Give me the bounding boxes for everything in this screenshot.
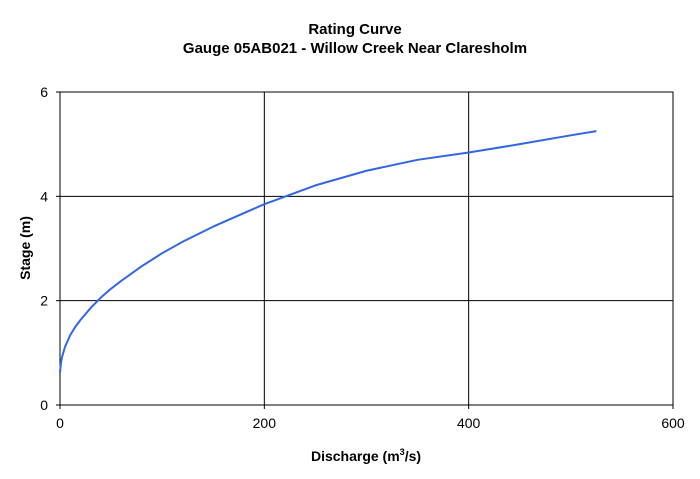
chart-subtitle: Gauge 05AB021 - Willow Creek Near Clares… <box>183 40 527 57</box>
y-tick-label-6: 6 <box>40 84 48 100</box>
x-tick-labels: 0 200 400 600 <box>56 405 685 431</box>
x-tick-label-0: 0 <box>56 415 64 431</box>
chart-title: Rating Curve <box>308 21 401 38</box>
plot-area <box>60 92 673 405</box>
x-axis-label: Discharge (m3/s) <box>311 447 421 464</box>
y-tick-label-0: 0 <box>40 397 48 413</box>
y-tick-label-2: 2 <box>40 293 48 309</box>
gridlines <box>60 92 673 405</box>
y-tick-label-4: 4 <box>40 188 48 204</box>
x-tick-label-600: 600 <box>661 415 685 431</box>
series-line-0 <box>59 130 597 373</box>
x-tick-label-400: 400 <box>457 415 481 431</box>
x-axis-label-main: Discharge (m <box>311 448 400 464</box>
x-axis-label-suffix: /s) <box>405 448 421 464</box>
x-tick-label-200: 200 <box>253 415 277 431</box>
x-axis-label-superscript: 3 <box>400 447 405 457</box>
plot-frame <box>59 91 674 406</box>
y-axis-label: Stage (m) <box>17 216 33 280</box>
series-layer <box>59 130 597 373</box>
y-tick-labels: 0 2 4 6 <box>40 84 60 413</box>
